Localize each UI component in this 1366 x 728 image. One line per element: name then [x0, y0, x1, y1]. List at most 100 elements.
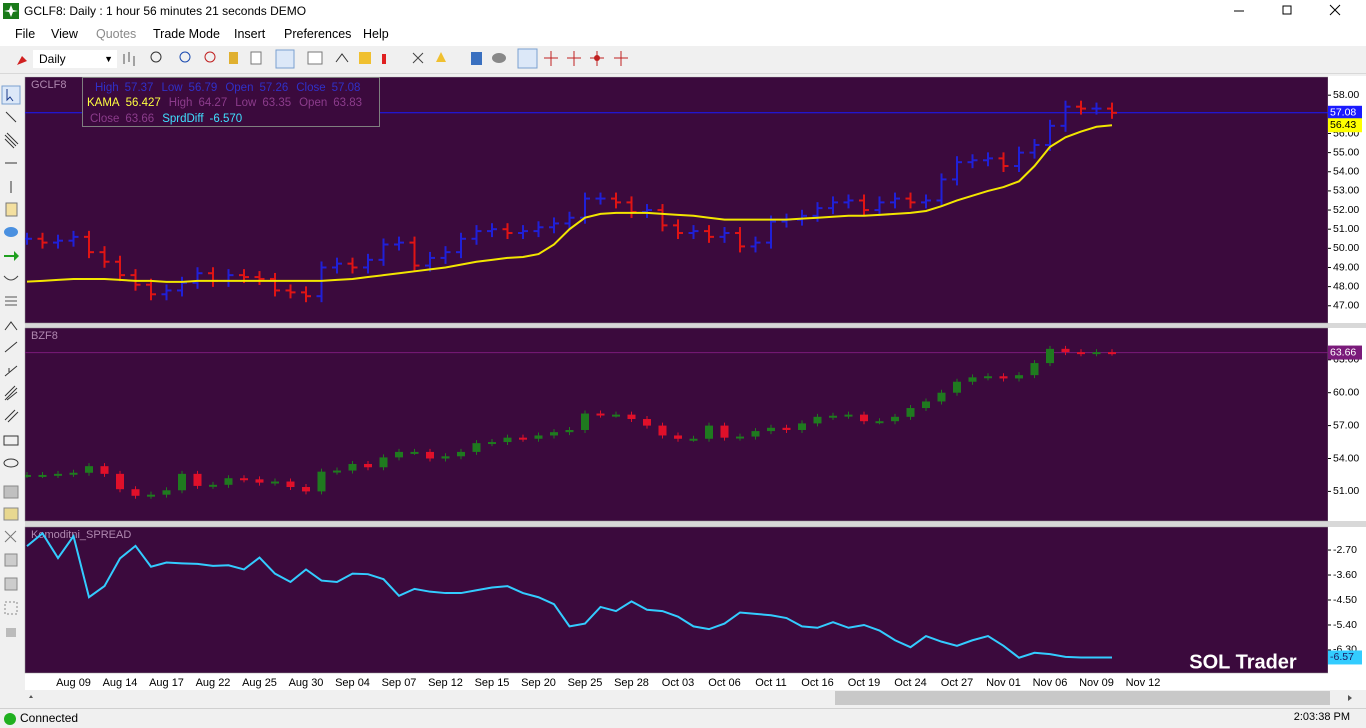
- tool-arc[interactable]: [3, 275, 19, 281]
- report-button[interactable]: [471, 52, 482, 65]
- title-bar: GCLF8: Daily : 1 hour 56 minutes 21 seco…: [0, 0, 1366, 24]
- connection-status: Connected: [20, 711, 79, 725]
- candle-body: [147, 494, 155, 497]
- menu-item[interactable]: File: [15, 27, 36, 41]
- clock: 2:03:38 PM: [1293, 711, 1350, 723]
- tool-layer-2[interactable]: [4, 577, 18, 591]
- zoom-button[interactable]: [150, 51, 162, 63]
- candle-body: [860, 414, 868, 422]
- info-label: High: [168, 97, 193, 109]
- pane-title: GCLF8: [31, 79, 66, 91]
- tool-delete[interactable]: [4, 530, 17, 543]
- tool-note[interactable]: [5, 202, 18, 217]
- tool-parallel[interactable]: [4, 409, 19, 423]
- candle-body: [1015, 375, 1023, 379]
- x-tick-label: Oct 16: [801, 677, 833, 689]
- candle-body: [503, 437, 512, 443]
- candle-body: [922, 401, 930, 409]
- menu-item[interactable]: Preferences: [284, 27, 352, 41]
- menu-item[interactable]: View: [51, 27, 78, 41]
- close-button[interactable]: [1329, 4, 1341, 16]
- indicator-button[interactable]: [307, 51, 323, 65]
- link-button[interactable]: [275, 49, 295, 69]
- x-tick-label: Aug 09: [56, 677, 91, 689]
- lock-button[interactable]: [229, 52, 238, 64]
- tool-fib[interactable]: [5, 296, 17, 306]
- zoom-out-button[interactable]: [204, 51, 216, 63]
- crosshair-2-button[interactable]: [567, 51, 581, 66]
- toolbar-icons: [123, 48, 628, 69]
- tool-ray[interactable]: [4, 365, 18, 377]
- info-item: Low 63.35: [235, 97, 291, 109]
- tool-ellipse-fill[interactable]: [4, 227, 18, 237]
- chart-panes: GCLF8 47.00 48.00 49.00 50.00 51.00 52.00 53.00…: [24, 76, 1366, 690]
- candle-body: [379, 457, 388, 468]
- x-tick-label: Oct 03: [662, 677, 694, 689]
- pane-background: [24, 526, 1329, 674]
- tool-template[interactable]: [3, 485, 19, 499]
- menu-item[interactable]: Insert: [234, 27, 266, 41]
- tool-ellipse[interactable]: [3, 458, 19, 468]
- tool-channel[interactable]: [4, 132, 19, 149]
- mouse-button[interactable]: [492, 53, 506, 63]
- x-tick-label: Aug 30: [289, 677, 324, 689]
- candle-body: [472, 443, 481, 452]
- template-button[interactable]: [250, 51, 262, 65]
- tool-layer[interactable]: [4, 553, 18, 567]
- tool-line[interactable]: [5, 111, 17, 123]
- y-tick-label: -5.40: [1333, 619, 1357, 631]
- pane-title: Komoditni_SPREAD: [31, 529, 131, 541]
- info-row: KAMA 56.427 High 64.27 Low 63.35 Open 63.83: [87, 97, 370, 109]
- tool-fan[interactable]: [4, 385, 18, 401]
- candle-body: [984, 376, 992, 379]
- candle-body: [519, 437, 527, 440]
- x-tick-label: Sep 25: [568, 677, 603, 689]
- info-item: Close 57.08: [296, 82, 360, 94]
- price-axis: [1328, 328, 1366, 521]
- tool-arrow[interactable]: [4, 251, 19, 261]
- pane-plot: [25, 345, 1116, 499]
- scissors-button[interactable]: [412, 52, 424, 64]
- y-tick-label: 51.00: [1333, 485, 1359, 497]
- tool-image[interactable]: [3, 507, 19, 521]
- candle-body: [999, 376, 1008, 379]
- candle-body: [751, 431, 760, 437]
- info-value: 63.35: [262, 97, 292, 109]
- menu-item[interactable]: Quotes: [96, 27, 137, 41]
- tool-rect[interactable]: [3, 435, 19, 446]
- info-item: SprdDiff -6.570: [162, 113, 242, 125]
- candle-body: [1030, 363, 1039, 376]
- period-select[interactable]: Daily ▼: [33, 50, 117, 68]
- info-label: High: [95, 82, 119, 94]
- candle-body: [767, 427, 775, 432]
- candle-body: [798, 423, 806, 430]
- tool-pen[interactable]: [4, 341, 18, 353]
- color-button[interactable]: [359, 52, 371, 64]
- bar-button[interactable]: [382, 54, 386, 64]
- scrollbar-thumb[interactable]: [835, 691, 1330, 705]
- candle-body: [69, 472, 78, 475]
- crosshair-4-button[interactable]: [614, 51, 628, 66]
- candle-body: [565, 429, 574, 433]
- candle-body: [581, 413, 589, 430]
- tool-select-area[interactable]: [4, 601, 18, 615]
- tool-lock[interactable]: [6, 628, 16, 637]
- menu-item[interactable]: Help: [363, 27, 389, 41]
- tree-button[interactable]: [335, 53, 349, 63]
- menu-item[interactable]: Trade Mode: [153, 27, 220, 41]
- restore-button[interactable]: [1282, 5, 1292, 15]
- pointer-button[interactable]: [517, 48, 538, 69]
- y-tick-label: -3.60: [1333, 569, 1357, 581]
- y-tick-label: 57.00: [1333, 419, 1359, 431]
- zoom-in-button[interactable]: [179, 51, 191, 63]
- price-axis: [1328, 527, 1366, 673]
- window-title: GCLF8: Daily : 1 hour 56 minutes 21 seco…: [24, 4, 307, 18]
- crosshair-button[interactable]: [544, 51, 558, 66]
- x-tick-label: Aug 22: [196, 677, 231, 689]
- chart-type-button[interactable]: [123, 52, 135, 66]
- tool-pitch[interactable]: [4, 321, 18, 331]
- candle-body: [85, 466, 93, 473]
- tool-cursor[interactable]: [1, 85, 21, 105]
- pane-plot: [25, 100, 1117, 303]
- alert-button[interactable]: [436, 52, 446, 62]
